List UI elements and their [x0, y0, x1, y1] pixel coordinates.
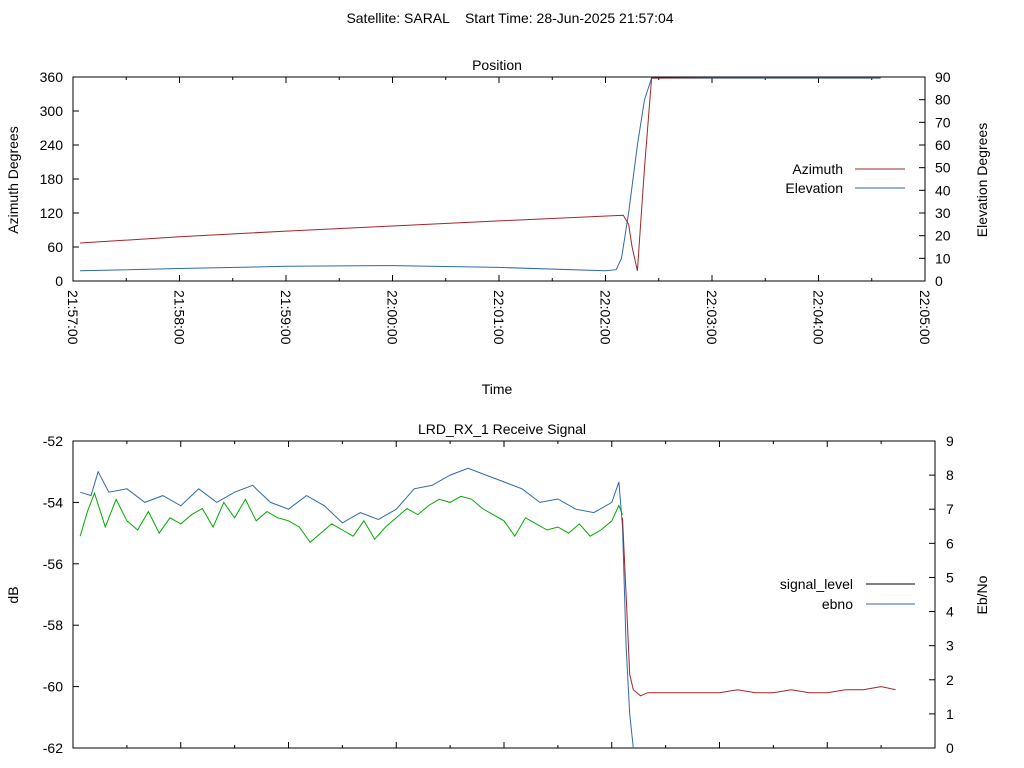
position-x-tick-label: 22:05:00: [917, 290, 933, 345]
signal-green-series-line: [79, 491, 623, 544]
signal-y2-tick-label: 3: [946, 638, 954, 654]
position-y-tick-label: 300: [40, 103, 64, 119]
position-x-axis-label: Time: [482, 381, 513, 397]
signal-y-tick-label: -56: [43, 556, 63, 572]
signal-y2-tick-label: 4: [946, 604, 954, 620]
signal-y2-axis-label: Eb/No: [974, 575, 990, 614]
position-y2-tick-label: 30: [935, 205, 951, 221]
elevation-series-line: [80, 77, 881, 272]
signal-y2-tick-label: 9: [946, 433, 954, 449]
position-chart-title: Position: [472, 57, 522, 73]
position-y2-tick-label: 80: [935, 92, 951, 108]
position-y-tick-label: 0: [55, 273, 63, 289]
position-y2-tick-label: 40: [935, 182, 951, 198]
position-y2-tick-label: 70: [935, 114, 951, 130]
position-y-tick-label: 60: [47, 239, 63, 255]
signal-y2-tick-label: 7: [946, 501, 954, 517]
position-x-tick-label: 21:59:00: [278, 290, 294, 345]
signal-y-tick-label: -62: [43, 740, 63, 756]
position-x-tick-label: 22:01:00: [491, 290, 507, 345]
position-y2-tick-label: 0: [935, 273, 943, 289]
signal-y2-tick-label: 5: [946, 569, 954, 585]
position-y-tick-label: 120: [40, 205, 64, 221]
position-y2-tick-label: 90: [935, 69, 951, 85]
position-y-tick-label: 240: [40, 137, 64, 153]
signal-y2-tick-label: 0: [946, 740, 954, 756]
legend-azimuth-label: Azimuth: [792, 161, 843, 177]
position-x-tick-label: 21:57:00: [65, 290, 81, 345]
signal-y-tick-label: -58: [43, 617, 63, 633]
position-x-tick-label: 21:58:00: [172, 290, 188, 345]
ebno-series-line: [80, 467, 634, 749]
position-y-tick-label: 360: [40, 69, 64, 85]
position-x-tick-label: 22:03:00: [704, 290, 720, 345]
signal-y-tick-label: -52: [43, 433, 63, 449]
signal-chart: LRD_RX_1 Receive Signal -62 -60 -58 -56 -54 -…: [5, 421, 990, 756]
azimuth-series-line: [80, 77, 881, 271]
signal-y-axis-label: dB: [5, 586, 21, 603]
position-y2-tick-label: 10: [935, 250, 951, 266]
position-legend: Azimuth Elevation: [785, 161, 905, 196]
position-chart: Position 0 60 120 180 240 300 360 0 10 20 30 40 50 60…: [5, 57, 990, 397]
signal-y-tick-label: -60: [43, 679, 63, 695]
signal-legend: signal_level ebno: [780, 576, 915, 612]
signal-red-series-line: [622, 517, 896, 697]
position-y2-tick-label: 20: [935, 228, 951, 244]
signal-y2-tick-label: 2: [946, 672, 954, 688]
legend-elevation-label: Elevation: [785, 180, 843, 196]
signal-y2-tick-label: 6: [946, 535, 954, 551]
position-y2-tick-label: 50: [935, 160, 951, 176]
page-title: Satellite: SARAL Start Time: 28-Jun-2025…: [346, 10, 673, 26]
position-x-tick-label: 22:02:00: [598, 290, 614, 345]
position-y-axis-label: Azimuth Degrees: [5, 126, 21, 233]
position-y2-tick-label: 60: [935, 137, 951, 153]
position-x-tick-label: 22:00:00: [385, 290, 401, 345]
signal-chart-title: LRD_RX_1 Receive Signal: [418, 421, 586, 437]
legend-ebno-label: ebno: [822, 596, 853, 612]
signal-y2-tick-label: 1: [946, 706, 954, 722]
position-y-tick-label: 180: [40, 171, 64, 187]
position-plot-frame: [72, 76, 926, 282]
signal-y2-tick-label: 8: [946, 467, 954, 483]
position-x-tick-label: 22:04:00: [811, 290, 827, 345]
signal-plot-frame: [72, 440, 936, 749]
legend-signal-level-label: signal_level: [780, 576, 853, 592]
position-y2-axis-label: Elevation Degrees: [974, 123, 990, 237]
signal-y-tick-label: -54: [43, 494, 63, 510]
